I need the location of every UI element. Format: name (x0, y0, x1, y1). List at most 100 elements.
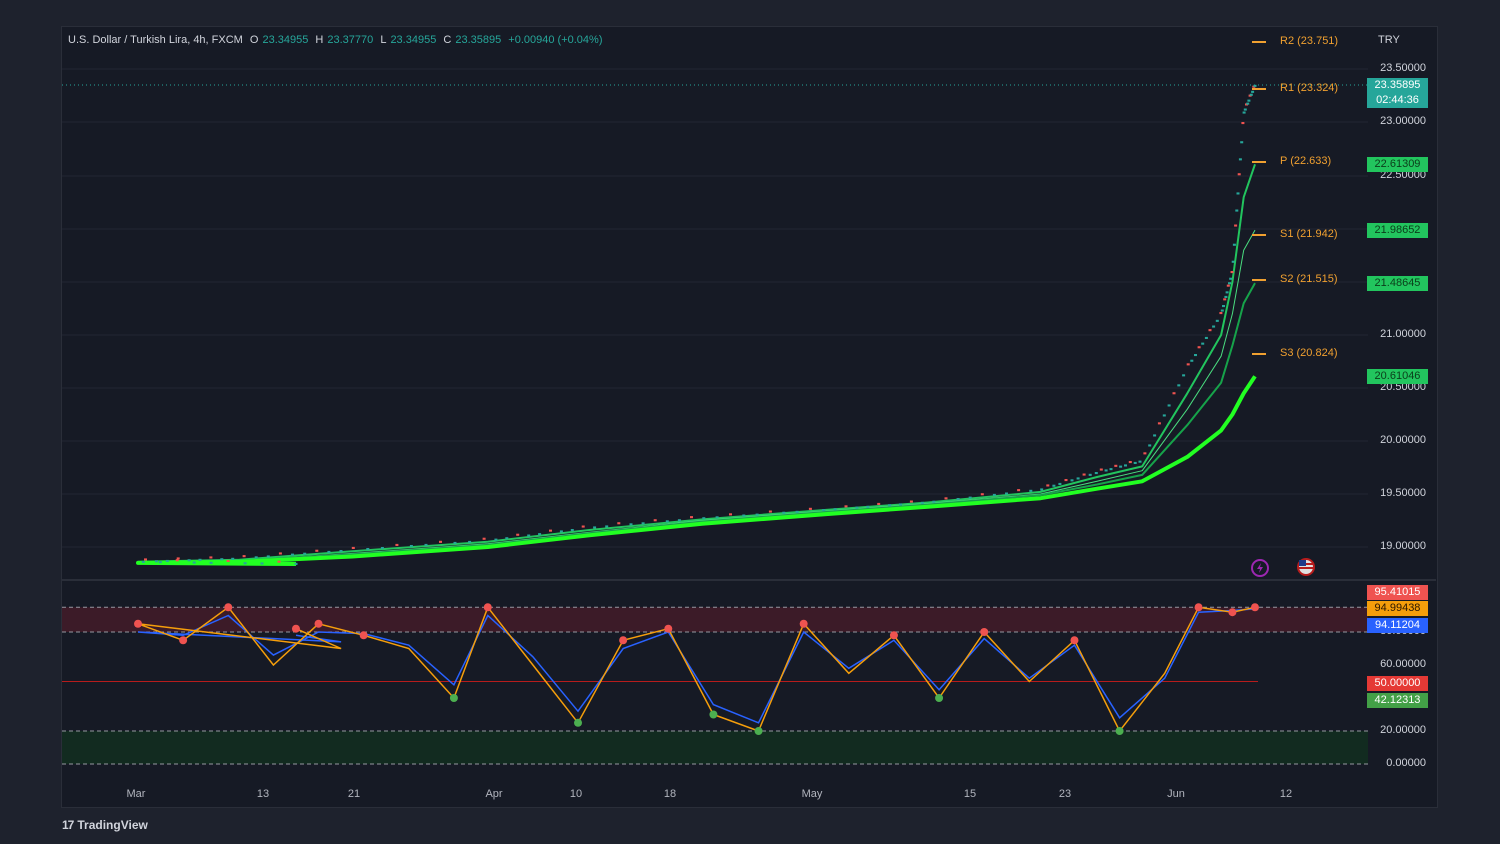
candle (380, 547, 384, 550)
candle (516, 533, 520, 536)
candle (968, 496, 972, 499)
candle (144, 558, 147, 561)
candle (1186, 363, 1190, 366)
candle (855, 506, 859, 509)
candle (1240, 141, 1244, 144)
oscillator-sell-dot (314, 619, 323, 628)
candle (1064, 479, 1068, 482)
oscillator-sell-dot (980, 628, 989, 636)
oscillator-sell-dot (799, 619, 808, 628)
candle (141, 560, 145, 563)
candle (1172, 392, 1176, 395)
candle (1017, 489, 1021, 492)
oscillator-badge: 95.41015 (1367, 585, 1428, 600)
candle (1194, 354, 1197, 357)
candle (154, 560, 158, 563)
open-value: 23.34955 (262, 34, 309, 46)
candle (1253, 84, 1257, 87)
oscillator-sell-dot (889, 631, 898, 640)
candle (877, 502, 881, 505)
candle (742, 514, 746, 517)
tradingview-logo-icon: 17 (62, 818, 74, 832)
candle (1229, 277, 1233, 280)
price-axis-label: 22.50000 (1380, 169, 1426, 181)
candle (538, 533, 542, 536)
candle (1225, 291, 1229, 294)
price-badge-value: 23.35895 (1374, 79, 1421, 91)
price-axis-label: 21.00000 (1380, 328, 1426, 340)
candle (1246, 102, 1250, 105)
candle (1104, 469, 1108, 472)
price-axis-label: 19.00000 (1380, 540, 1426, 552)
currency-label[interactable]: TRY (1378, 34, 1400, 46)
oscillator-axis-label: 60.00000 (1380, 658, 1426, 670)
oscillator-sell-dot (1070, 636, 1079, 645)
oscillator-sell-dot (1250, 603, 1259, 612)
oscillator-badge: 94.99438 (1367, 601, 1428, 616)
candle (1124, 464, 1127, 467)
price-badge-value: 21.98652 (1374, 224, 1421, 236)
candle (605, 525, 609, 528)
time-axis-label: May (801, 788, 823, 800)
pivot-dash (1252, 279, 1266, 282)
candle (351, 546, 355, 549)
candle (1148, 444, 1152, 447)
high-value: 23.37770 (327, 34, 374, 46)
pivot-label: S2 (21.515) (1280, 273, 1338, 286)
time-axis-label: 21 (347, 788, 361, 800)
candle (1237, 173, 1241, 176)
candle (1226, 284, 1230, 287)
candle (1076, 477, 1080, 480)
candle (1128, 461, 1132, 464)
us-flag-icon[interactable] (1297, 558, 1315, 576)
price-badge: 23.35895 02:44:36 (1367, 78, 1428, 108)
candle (1222, 305, 1225, 308)
time-axis-label: 23 (1058, 788, 1072, 800)
pivot-dash (1252, 87, 1266, 90)
candle (192, 561, 196, 564)
price-axis-label: 23.00000 (1380, 115, 1426, 127)
candle (395, 543, 399, 546)
candle (424, 543, 428, 546)
candle (468, 540, 472, 543)
lightning-icon[interactable] (1251, 559, 1269, 577)
chart-frame (61, 26, 1438, 808)
candle (1235, 209, 1239, 212)
time-axis-label: 10 (569, 788, 583, 800)
tradingview-brand[interactable]: 17 TradingView (62, 818, 148, 832)
time-axis-label: Apr (485, 788, 503, 800)
countdown-timer: 02:44:36 (1376, 94, 1419, 106)
candle (339, 550, 343, 553)
candle (844, 505, 848, 508)
oscillator-axis-label: 0.00000 (1386, 757, 1426, 769)
price-badge: 21.48645 (1367, 276, 1428, 291)
candle (1219, 312, 1223, 315)
candle (243, 562, 247, 565)
candle (1005, 492, 1008, 495)
time-axis-label: Mar (126, 788, 146, 800)
candle (932, 500, 936, 503)
candle (956, 498, 960, 501)
candle (303, 552, 307, 555)
price-axis-label: 23.50000 (1380, 62, 1426, 74)
candle (1238, 158, 1242, 161)
moving-average-line-1 (137, 163, 1256, 564)
candle (1197, 346, 1201, 349)
candle (1224, 295, 1228, 298)
price-badge-value: 20.61046 (1374, 370, 1421, 382)
candle (920, 501, 924, 504)
moving-average-line-2 (137, 229, 1256, 564)
oscillator-badge: 42.12313 (1367, 693, 1428, 708)
candle (570, 529, 574, 532)
symbol-title: U.S. Dollar / Turkish Lira, 4h, FXCM (68, 34, 243, 46)
candle (1177, 384, 1181, 387)
candle (1058, 482, 1062, 485)
candle (1201, 342, 1205, 345)
price-axis-label: 19.50000 (1380, 487, 1426, 499)
candle (242, 555, 246, 558)
oscillator-sell-dot (359, 631, 368, 640)
candle (1234, 224, 1238, 227)
time-axis-label: 13 (256, 788, 270, 800)
candle (1208, 329, 1212, 332)
